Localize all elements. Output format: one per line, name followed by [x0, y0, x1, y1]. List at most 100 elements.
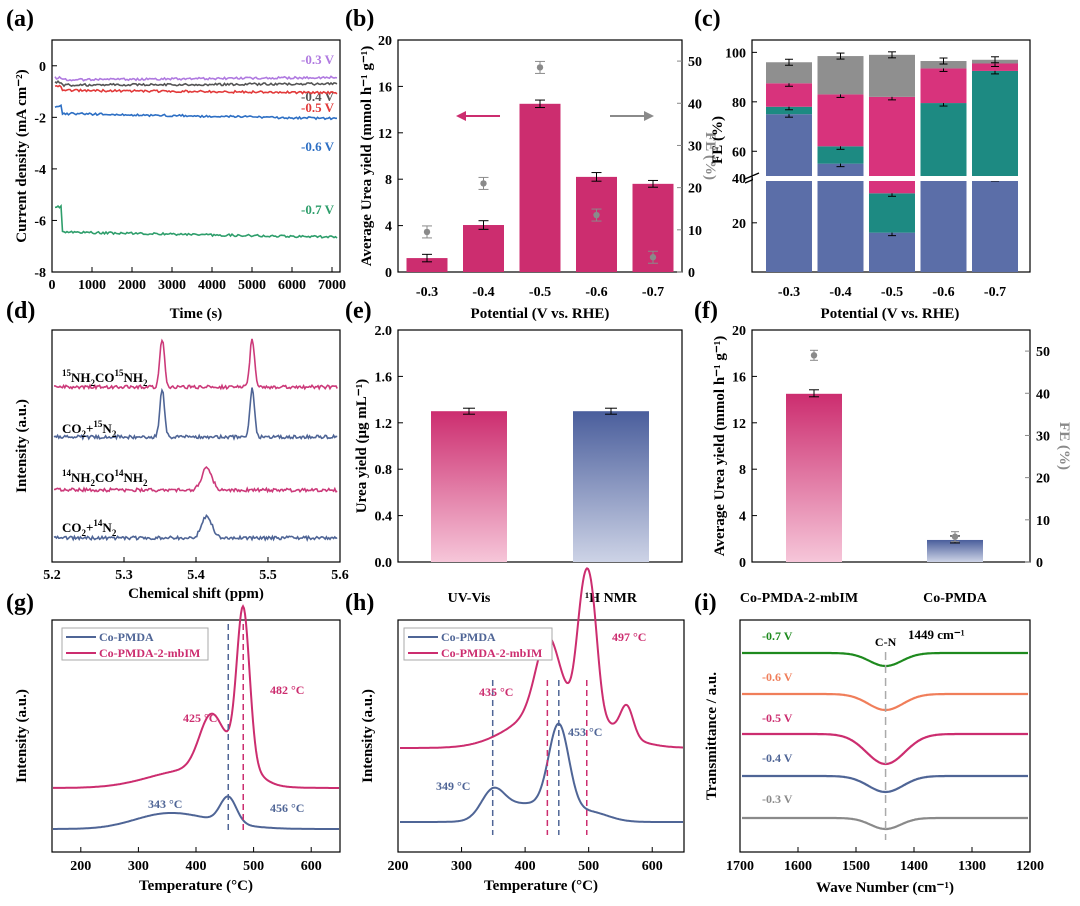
- y2-tick-label: 30: [1036, 429, 1050, 444]
- y-tick-label: 0.0: [375, 556, 393, 571]
- panel-label-b: (b): [345, 6, 374, 32]
- label-text: N: [102, 520, 112, 535]
- y-tick-label: 100: [725, 46, 746, 61]
- panel-f: 0 4 8 12 16 20 0 10 20 30 40 50 Co-PMDA-2-mbIM Co-PM…: [712, 324, 1072, 606]
- label-subscript: 2: [112, 429, 117, 439]
- bar: [519, 103, 561, 272]
- bar: [463, 225, 504, 272]
- x-axis-label: Potential (V vs. RHE): [471, 306, 610, 322]
- y-tick-label: 0: [39, 60, 46, 75]
- spectrum-line: [53, 387, 338, 441]
- peak-annotation: 435 °C: [479, 685, 513, 699]
- label-superscript: 15: [62, 368, 72, 378]
- spectrum-line: [53, 513, 338, 543]
- y2-tick-label: 50: [688, 55, 702, 70]
- y2-axis-label: FE (%): [702, 132, 718, 180]
- bar-segment: [972, 178, 1018, 272]
- fe-point: [423, 228, 431, 236]
- series-label: -0.3 V: [762, 792, 793, 806]
- x-axis-label: Time (s): [170, 306, 223, 322]
- legend-label: Co-PMDA: [441, 630, 496, 644]
- y-axis-label: Average Urea yield (mmol h⁻¹ g⁻¹): [359, 46, 375, 266]
- bar-segment: [869, 232, 915, 272]
- y-tick-label: 0.8: [375, 463, 393, 478]
- y2-tick-label: 50: [1036, 345, 1050, 360]
- peak-annotation: 453 °C: [568, 725, 602, 739]
- series-label: -0.6 V: [762, 670, 793, 684]
- x-tick-label: 600: [301, 859, 322, 874]
- panel-e: 0.0 0.4 0.8 1.2 1.6 2.0 UV-Vis ¹H NMR Urea yie…: [354, 324, 683, 606]
- series-line: [53, 795, 339, 830]
- y-tick-label: 12: [732, 417, 746, 432]
- category-label: ¹H NMR: [585, 591, 638, 606]
- label-subscript: 2: [82, 528, 87, 538]
- peak-annotation: 349 °C: [436, 779, 470, 793]
- bar: [786, 393, 842, 562]
- plot-frame: [51, 39, 341, 273]
- series-label: -0.3 V: [301, 52, 335, 67]
- bar: [573, 411, 649, 562]
- y-tick-label: 16: [378, 80, 392, 95]
- y2-tick-label: 10: [1036, 514, 1050, 529]
- category-label: Co-PMDA: [923, 591, 988, 606]
- y-tick-label: 1.6: [375, 370, 393, 385]
- x-tick-label: 500: [578, 859, 599, 874]
- legend-box: [403, 627, 553, 661]
- panel-label-h: (h): [345, 590, 374, 616]
- bar-segment: [766, 83, 812, 107]
- panel-h: 200 300 400 500 600 Co-PMDA Co-PMDA-2-mbIM 349…: [360, 567, 685, 894]
- left-arrow-head: [456, 111, 466, 121]
- panel-label-d: (d): [6, 298, 35, 324]
- y-tick-label: 20: [378, 34, 392, 49]
- label-subscript: 2: [82, 429, 87, 439]
- x-tick-label: 2000: [118, 278, 146, 293]
- x-tick-label: 200: [388, 859, 409, 874]
- panel-label-e: (e): [345, 298, 372, 324]
- series-label: -0.5 V: [301, 100, 335, 115]
- y-tick-label: 0: [739, 556, 746, 571]
- series-label: CO2+14N2: [62, 518, 117, 538]
- plot-frame: [397, 329, 683, 563]
- panel-label-a: (a): [6, 6, 34, 32]
- y-tick-label: 20: [732, 324, 746, 339]
- label-subscript: 2: [91, 378, 96, 388]
- series-label: -0.7 V: [301, 202, 335, 217]
- label-text: CO: [62, 421, 82, 436]
- panel-g: 200 300 400 500 600 Co-PMDA Co-PMDA-2-mbIM 343…: [14, 604, 341, 894]
- peak-annotation: 456 °C: [270, 801, 304, 815]
- fe-point: [536, 64, 544, 71]
- fe-point: [593, 211, 600, 219]
- y-axis-label: Intensity (a.u.): [14, 689, 30, 783]
- y-tick-label: -4: [34, 163, 46, 178]
- series-label: -0.6 V: [301, 139, 335, 154]
- y2-tick-label: 0: [688, 266, 695, 281]
- y-axis-label: FE (%): [710, 116, 726, 164]
- y-axis-label: Intensity (a.u.): [14, 399, 30, 493]
- right-arrow-head: [644, 111, 654, 121]
- bar-segment: [972, 70, 1018, 178]
- x-axis-label: Temperature (°C): [139, 878, 253, 894]
- y-axis-label: Intensity (a.u.): [360, 689, 376, 783]
- plot-frame: [751, 329, 1031, 563]
- y2-tick-label: 30: [688, 139, 702, 154]
- x-tick-label: 5.4: [187, 568, 205, 583]
- panel-a: 0 1000 2000 3000 4000 5000 6000 7000 0 -2 -4 -6 -8 -…: [14, 39, 346, 322]
- panel-b: 0 4 8 12 16 20 0 10 20 30 40 50 -0.3 -0.4 -0.5 -0.6 -0.7…: [359, 34, 718, 322]
- x-tick-label: 5.6: [331, 568, 349, 583]
- bar-segment: [817, 146, 864, 164]
- x-tick-label: -0.6: [932, 285, 954, 300]
- y-tick-label: 4: [739, 510, 746, 525]
- bar: [406, 258, 448, 272]
- label-subscript: 2: [143, 378, 148, 388]
- series-label: -0.5 V: [762, 711, 793, 725]
- label-subscript: 2: [91, 478, 96, 488]
- x-tick-label: 5.3: [115, 568, 133, 583]
- peak-annotation: 1449 cm⁻¹: [908, 627, 965, 642]
- plot-frame: [397, 619, 685, 853]
- y2-tick-label: 0: [1036, 556, 1043, 571]
- peak-annotation: 425 °C: [183, 711, 217, 725]
- spectrum-line: [742, 774, 1028, 794]
- x-tick-label: 300: [128, 859, 149, 874]
- bar-segment: [766, 62, 812, 84]
